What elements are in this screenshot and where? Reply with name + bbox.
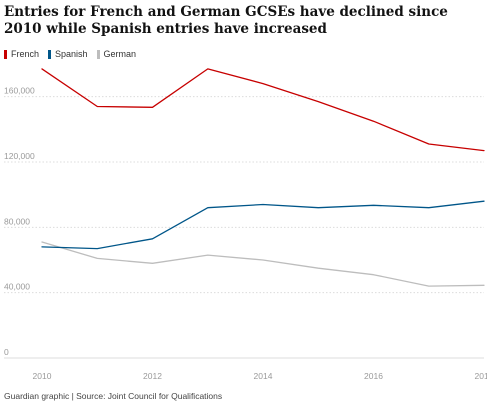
legend-item-french: French (4, 49, 39, 59)
legend-swatch-german (96, 49, 100, 59)
y-tick-label: 120,000 (4, 151, 35, 161)
chart-title: Entries for French and German GCSEs have… (4, 4, 448, 37)
legend-swatch-spanish (48, 49, 52, 59)
series-line-french (41, 68, 485, 152)
y-tick-label: 160,000 (4, 86, 35, 96)
source-footer: Guardian graphic | Source: Joint Council… (4, 391, 223, 401)
series-line-spanish (41, 200, 485, 250)
series-line-german (41, 241, 485, 287)
x-tick-label: 2018 (475, 371, 487, 381)
legend-item-german: German (96, 49, 137, 59)
legend-label-french: French (11, 49, 40, 59)
legend-item-spanish: Spanish (48, 49, 88, 59)
legend-swatch-french (4, 49, 7, 59)
y-tick-label: 0 (4, 347, 9, 357)
x-tick-label: 2012 (143, 371, 162, 381)
legend-label-spanish: Spanish (55, 49, 88, 59)
x-tick-label: 2016 (364, 371, 383, 381)
legend: French Spanish German (4, 48, 145, 60)
y-tick-label: 40,000 (4, 282, 30, 292)
x-tick-label: 2010 (33, 371, 52, 381)
legend-label-german: German (103, 49, 137, 59)
y-tick-label: 80,000 (4, 216, 30, 226)
x-tick-label: 2014 (254, 371, 273, 381)
